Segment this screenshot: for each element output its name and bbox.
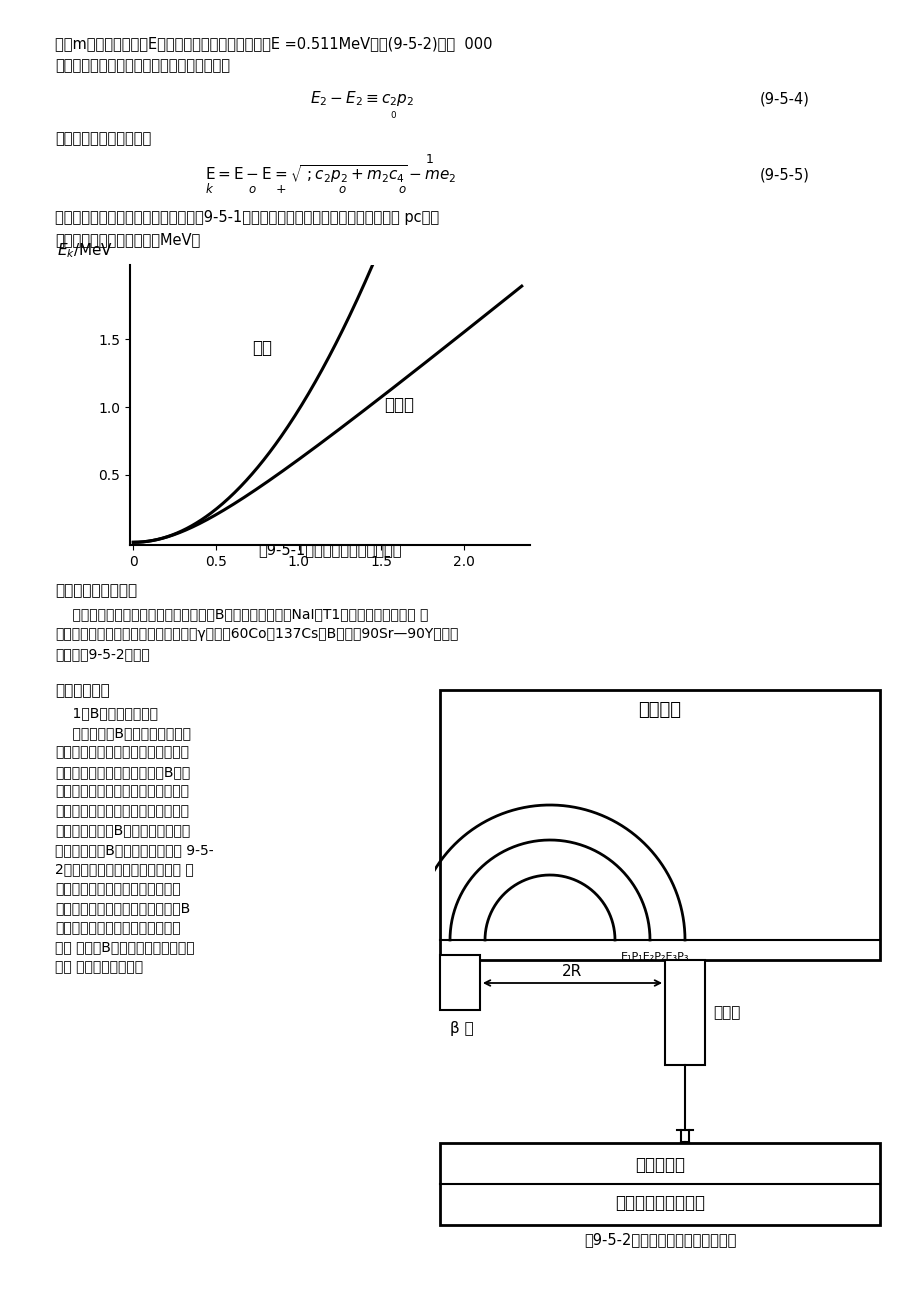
Bar [439, 690, 879, 960]
Text: 着各种可能的动量分布。实验中采用: 着各种可能的动量分布。实验中采用 [55, 805, 188, 818]
Text: 1: 1 [425, 154, 434, 165]
Text: 探测器: 探测器 [712, 1005, 740, 1019]
Text: 2R: 2R [562, 963, 582, 979]
Text: E₁P₁E₂P₂E₃P₃: E₁P₁E₂P₂E₃P₃ [620, 952, 688, 962]
Text: 高低压电源: 高低压电源 [634, 1156, 685, 1174]
Text: $o$: $o$ [398, 184, 406, 197]
Text: 子，两者分配能量的结果，使B粒子: 子，两者分配能量的结果，使B粒子 [55, 766, 190, 779]
Text: $o$: $o$ [248, 184, 256, 197]
Text: 粒子运动的影响，磁谱仪内预抽真: 粒子运动的影响，磁谱仪内预抽真 [55, 921, 180, 935]
Bar [439, 1143, 879, 1225]
Text: 空。 运动的B粒子在磁场中受洛伦兹: 空。 运动的B粒子在磁场中受洛伦兹 [55, 940, 195, 954]
Text: $_0$: $_0$ [390, 108, 397, 121]
Text: 经典: 经典 [252, 339, 272, 357]
Text: 其中m称为静止质量，E称为静止能量，对电子而言，E =0.511MeV。由(9-5-2)式，  000: 其中m称为静止质量，E称为静止能量，对电子而言，E =0.511MeV。由(9-… [55, 36, 492, 51]
Text: 力作 用，其运动方程为: 力作 用，其运动方程为 [55, 960, 143, 974]
Text: 高速运动电子的同时，还释放出中微: 高速运动电子的同时，还释放出中微 [55, 746, 188, 759]
Text: 装置如图9-5-2所示。: 装置如图9-5-2所示。 [55, 647, 150, 661]
Text: 放射性核素B衰变时，在释放出: 放射性核素B衰变时，在释放出 [55, 727, 191, 740]
Text: 横向半圆磁聚焦B谱仪（以下简称磁: 横向半圆磁聚焦B谱仪（以下简称磁 [55, 823, 190, 837]
Text: 图9-5-2实验装置与电子轨道示意图: 图9-5-2实验装置与电子轨道示意图 [584, 1232, 735, 1247]
Text: 运动轨道是半圆形，且轨道平面垂: 运动轨道是半圆形，且轨道平面垂 [55, 881, 180, 896]
Text: 相对论: 相对论 [384, 396, 414, 414]
Text: $o$: $o$ [337, 184, 346, 197]
Text: 纵轴动能的单位相同，都为MeV。: 纵轴动能的单位相同，都为MeV。 [55, 232, 200, 247]
Text: 多道脉冲幅度分析器: 多道脉冲幅度分析器 [614, 1194, 704, 1212]
Text: $\mathrm{E} = \mathrm{E} - \mathrm{E} = \sqrt{\ ; c_2p_2 + m_2c_4} - me_2$: $\mathrm{E} = \mathrm{E} - \mathrm{E} = … [205, 163, 456, 185]
Text: 具有连续的能量分布，因此也就对应: 具有连续的能量分布，因此也就对应 [55, 785, 188, 798]
Text: $+$: $+$ [275, 184, 286, 197]
Text: 直于磁场方向。为减小空气分子对B: 直于磁场方向。为减小空气分子对B [55, 901, 190, 915]
Bar [664, 960, 704, 1065]
Text: 2所示，该谱仪采用磁场聚焦，电 子: 2所示，该谱仪采用磁场聚焦，电 子 [55, 862, 194, 876]
Text: 【实验装置及器材】: 【实验装置及器材】 [55, 583, 137, 598]
Text: (9-5-5): (9-5-5) [759, 168, 809, 184]
Text: 谱仪）来测量B粒子的动量。如图 9-5-: 谱仪）来测量B粒子的动量。如图 9-5- [55, 842, 213, 857]
Text: 而动能与动量间的关系为: 而动能与动量间的关系为 [55, 132, 151, 146]
Text: $\mathit{E}_k$/MeV: $\mathit{E}_k$/MeV [57, 241, 113, 259]
Text: 冲幅度分析器、计算机等，另外还用到γ放射源60Co和137Cs，B放射源90Sr—90Y。实验: 冲幅度分析器、计算机等，另外还用到γ放射源60Co和137Cs，B放射源90Sr… [55, 628, 458, 641]
Text: 图9-5-1粒子的动能与动量的关系: 图9-5-1粒子的动能与动量的关系 [258, 542, 402, 557]
Text: 实验所需仪器主要包括横向半圆磁聚焦B谱仪（真空型）、NaI（T1）闪烁探测器、多道 脉: 实验所需仪器主要包括横向半圆磁聚焦B谱仪（真空型）、NaI（T1）闪烁探测器、多… [55, 607, 428, 621]
Text: $k$: $k$ [205, 182, 214, 197]
Text: 显然不同于在经典力学中的形式，如图9-5-1所示。图中为表示方便，横轴动量采用了 pc，与: 显然不同于在经典力学中的形式，如图9-5-1所示。图中为表示方便，横轴动量采用了… [55, 210, 438, 225]
Text: 1、B粒子动量的测量: 1、B粒子动量的测量 [55, 706, 158, 720]
Text: $E_2 - E_2 \equiv c_2p_2$: $E_2 - E_2 \equiv c_2p_2$ [310, 89, 414, 108]
Bar [439, 954, 480, 1010]
Text: β 源: β 源 [449, 1021, 473, 1035]
Text: (9-5-4): (9-5-4) [759, 91, 809, 105]
Text: 均匀磁场: 均匀磁场 [638, 700, 681, 719]
Text: 【实验方法】: 【实验方法】 [55, 684, 109, 698]
Text: 可以得到相对论力学中能量与动量间的关系为: 可以得到相对论力学中能量与动量间的关系为 [55, 59, 230, 73]
